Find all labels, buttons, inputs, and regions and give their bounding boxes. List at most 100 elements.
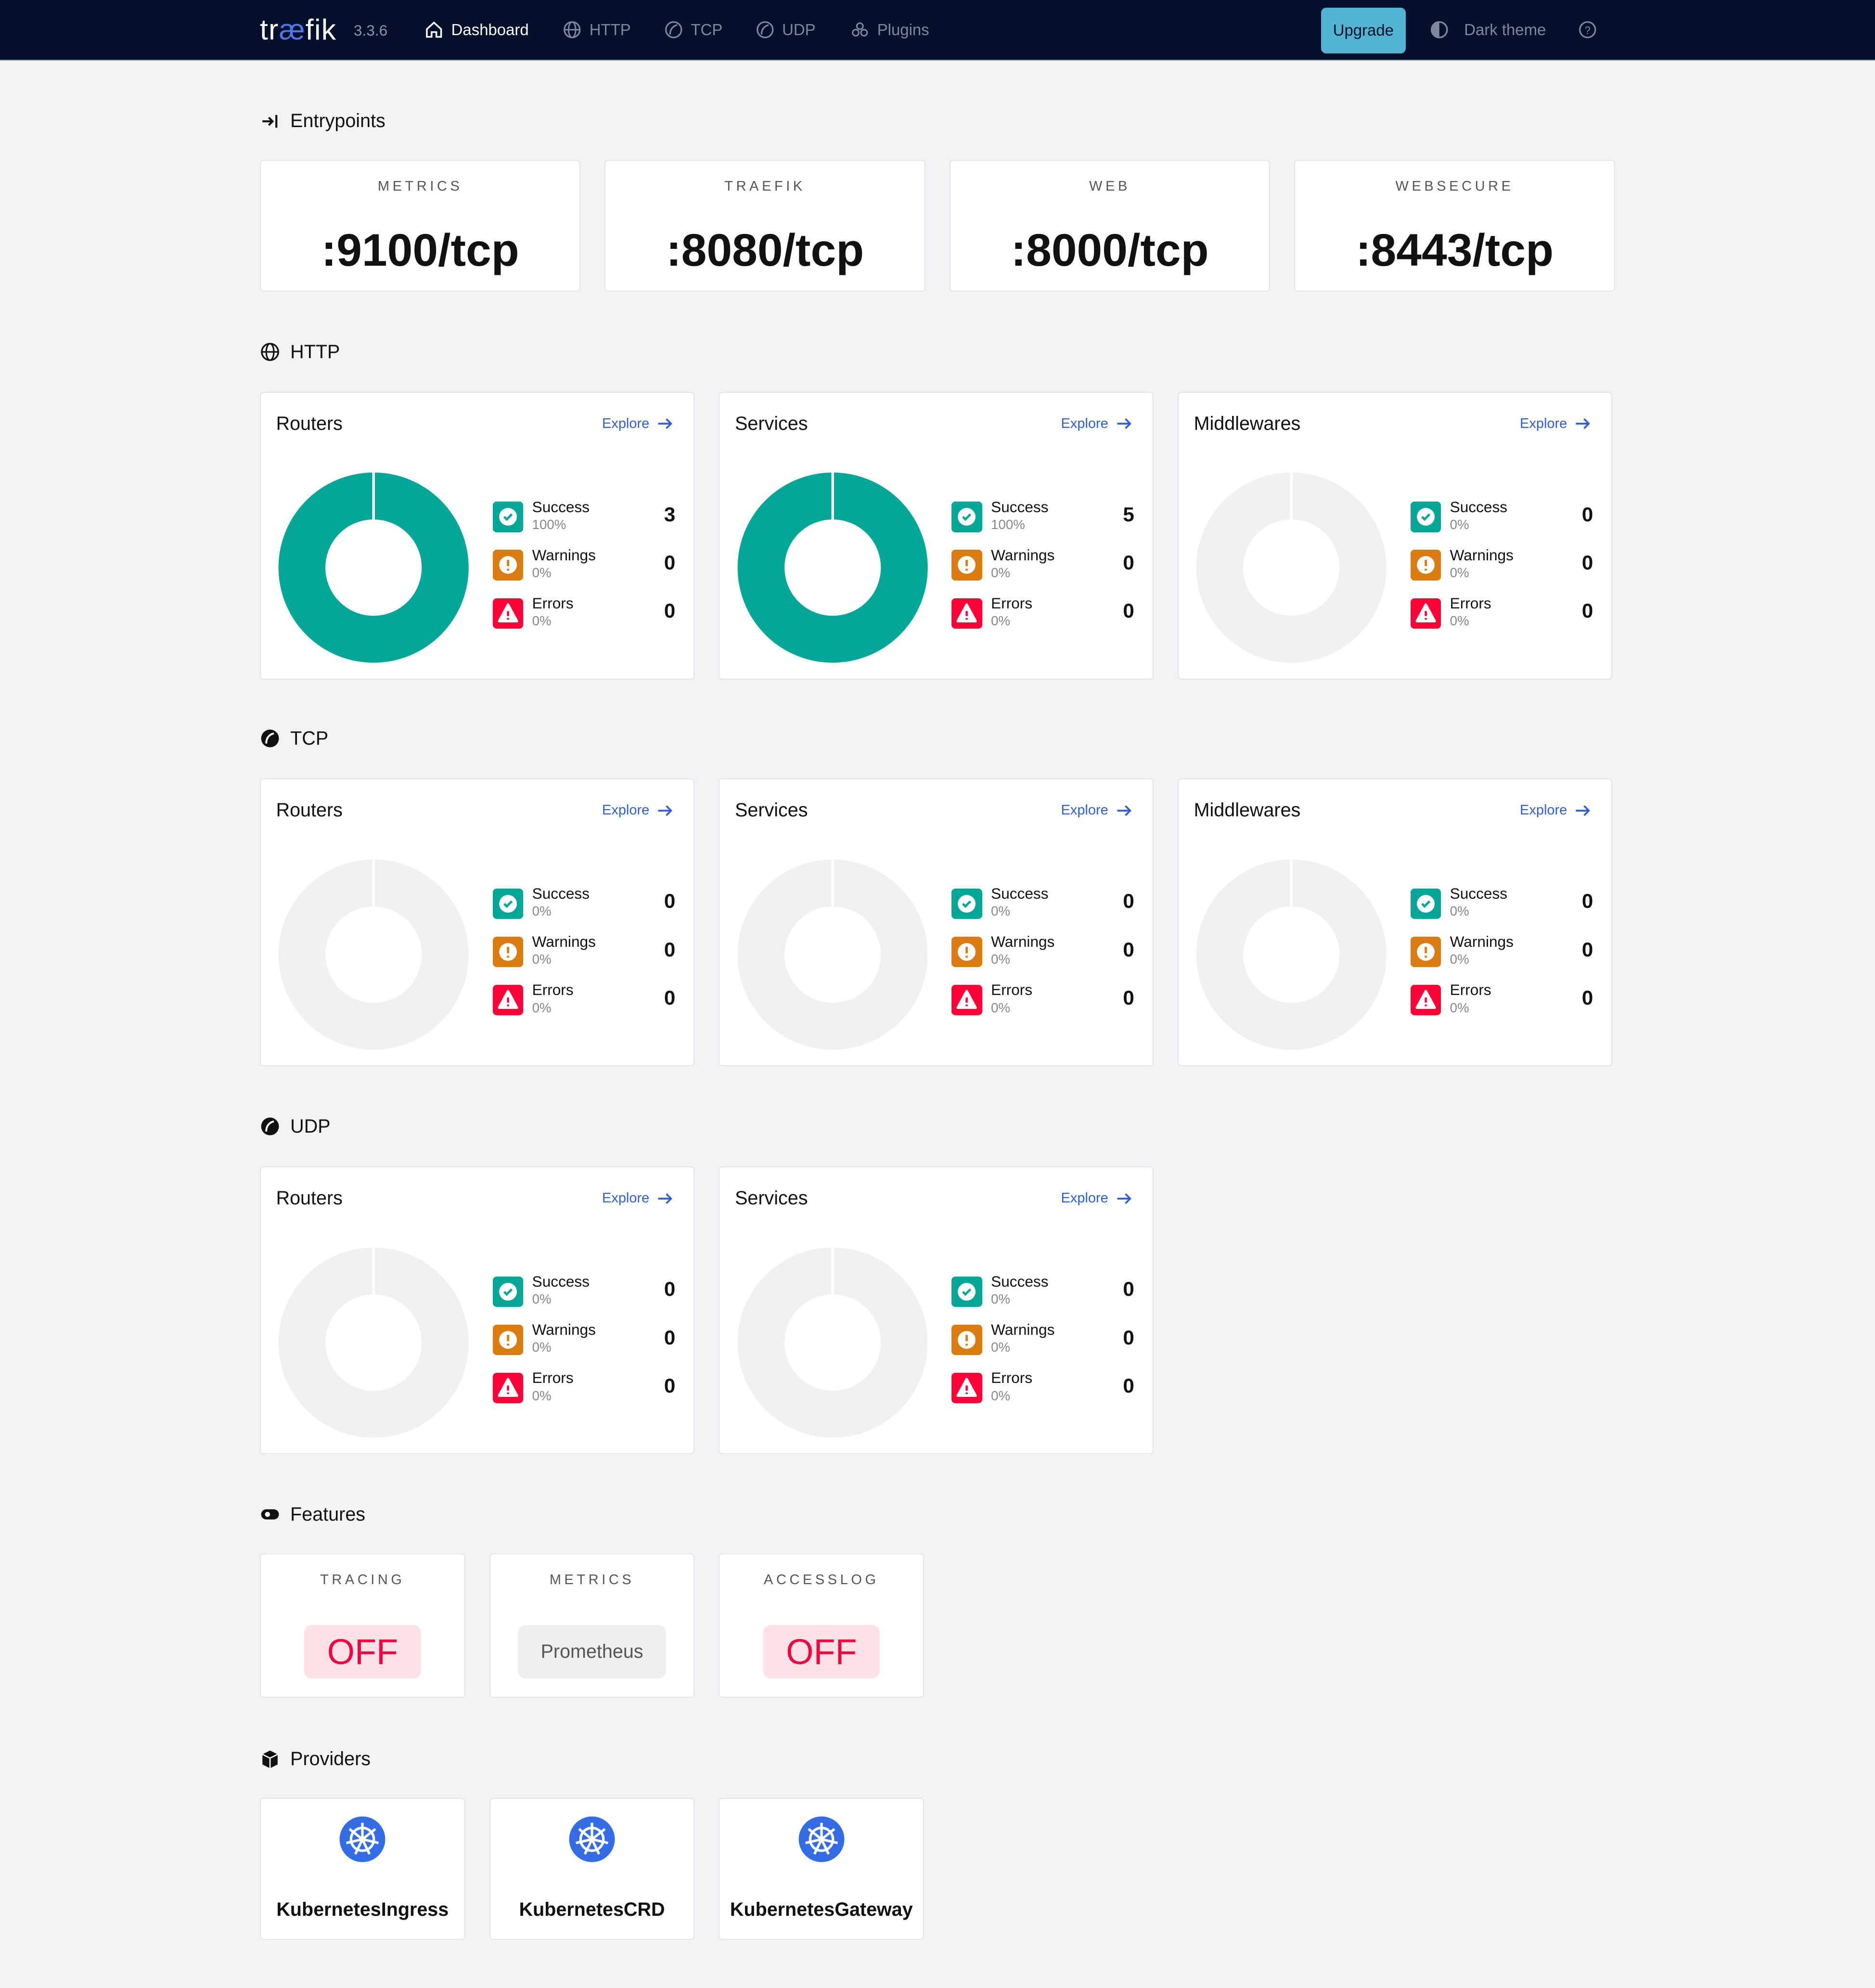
error-triangle-icon	[951, 598, 982, 629]
card-title: Middlewares	[1194, 413, 1301, 435]
legend-label: Errors	[1450, 981, 1491, 999]
legend-percent: 100%	[532, 517, 566, 532]
card-title: Routers	[276, 800, 343, 821]
legend-percent: 0%	[532, 1291, 552, 1307]
legend-percent: 0%	[1450, 565, 1469, 581]
help-button[interactable]: ?	[1578, 20, 1597, 39]
provider-name: KubernetesIngress	[276, 1899, 449, 1921]
arrow-right-icon	[1117, 805, 1131, 816]
legend-label: Warnings	[1450, 546, 1514, 564]
legend-count: 0	[1123, 551, 1134, 574]
legend-success: Success 100% 5	[951, 498, 1134, 536]
legend-percent: 100%	[991, 517, 1025, 532]
status-donut-chart	[278, 471, 469, 663]
arrow-right-icon	[658, 805, 672, 816]
feature-status-badge: OFF	[304, 1625, 421, 1678]
entrypoint-name: TRAEFIK	[724, 178, 806, 194]
plugins-icon	[852, 22, 868, 37]
entrypoint-card: WEB:8000/tcp	[949, 159, 1271, 292]
legend-percent: 0%	[991, 952, 1011, 967]
legend-label: Errors	[991, 1369, 1033, 1387]
feature-name: ACCESSLOG	[764, 1572, 879, 1588]
explore-link[interactable]: Explore	[1061, 415, 1132, 432]
entrypoint-address: :9100/tcp	[321, 224, 519, 276]
dark-theme-toggle[interactable]: Dark theme	[1430, 20, 1546, 39]
card-title: Routers	[276, 413, 343, 435]
entrypoint-name: WEB	[1089, 178, 1130, 194]
legend-count: 0	[1123, 1374, 1134, 1397]
tcp-routers-card: Routers Explore Success 0% 0 Warnings 0% 0 Error…	[259, 778, 695, 1067]
udp-icon	[261, 1117, 279, 1136]
legend-percent: 0%	[532, 565, 552, 581]
entrypoint-icon	[262, 115, 278, 128]
nav-http[interactable]: HTTP	[563, 20, 631, 39]
legend-label: Errors	[1450, 594, 1491, 612]
nav-udp[interactable]: UDP	[756, 20, 816, 39]
explore-link[interactable]: Explore	[602, 802, 673, 819]
error-triangle-icon	[1411, 598, 1441, 629]
explore-link[interactable]: Explore	[1520, 802, 1591, 819]
logo-text: æ	[279, 13, 306, 46]
explore-link[interactable]: Explore	[1061, 1190, 1132, 1207]
explore-link[interactable]: Explore	[1520, 415, 1591, 432]
warning-circle-icon	[951, 936, 982, 968]
error-triangle-icon	[492, 598, 524, 629]
warning-circle-icon	[492, 550, 524, 581]
error-triangle-icon	[492, 984, 524, 1016]
provider-card[interactable]: KubernetesIngress	[259, 1798, 465, 1940]
provider-card[interactable]: KubernetesCRD	[489, 1798, 695, 1940]
explore-link[interactable]: Explore	[602, 1190, 673, 1207]
error-triangle-icon	[1411, 984, 1441, 1016]
traefik-logo[interactable]: træfik	[260, 13, 336, 46]
entrypoint-address: :8080/tcp	[666, 224, 864, 276]
legend-percent: 0%	[991, 1388, 1011, 1403]
feature-status-badge: OFF	[763, 1625, 880, 1678]
legend-count: 0	[664, 1278, 676, 1301]
legend-label: Success	[1450, 498, 1508, 516]
legend-count: 0	[1581, 938, 1593, 961]
section-title: Providers	[290, 1748, 371, 1770]
legend-warnings: Warnings 0% 0	[492, 546, 675, 584]
section-title: TCP	[290, 727, 329, 749]
explore-link[interactable]: Explore	[1061, 802, 1132, 819]
explore-label: Explore	[602, 415, 650, 431]
explore-link[interactable]: Explore	[602, 415, 673, 432]
legend-percent: 0%	[991, 1340, 1011, 1355]
feature-card: METRICS Prometheus	[489, 1553, 695, 1698]
legend-count: 0	[1581, 551, 1593, 574]
nav-plugins[interactable]: Plugins	[850, 20, 929, 39]
entrypoint-card: WEBSECURE:8443/tcp	[1294, 159, 1615, 292]
legend-label: Success	[1450, 884, 1508, 902]
legend-count: 0	[1123, 986, 1134, 1009]
legend-label: Errors	[532, 981, 574, 999]
globe-icon	[564, 21, 581, 39]
legend-percent: 0%	[1450, 1000, 1469, 1015]
legend-label: Warnings	[991, 546, 1055, 564]
provider-card[interactable]: KubernetesGateway	[719, 1798, 925, 1940]
nav-tcp[interactable]: TCP	[664, 20, 722, 39]
nav-dashboard[interactable]: Dashboard	[424, 20, 529, 39]
legend-label: Warnings	[991, 1320, 1055, 1338]
error-triangle-icon	[492, 1372, 524, 1404]
section-header: Features	[260, 1504, 365, 1525]
legend-count: 0	[1123, 1326, 1134, 1349]
toggle-icon	[261, 1509, 279, 1520]
legend-label: Success	[532, 884, 590, 902]
legend-warnings: Warnings 0% 0	[951, 546, 1134, 584]
navbar: træfik 3.3.6 Dashboard HTTP TCP UDP Plugins …	[0, 0, 1875, 61]
legend-success: Success 0% 0	[951, 885, 1134, 923]
legend-count: 0	[1123, 1278, 1134, 1301]
home-icon	[426, 21, 442, 38]
upgrade-button[interactable]: Upgrade	[1321, 7, 1406, 53]
legend-warnings: Warnings 0% 0	[951, 1320, 1134, 1359]
legend-percent: 0%	[1450, 904, 1469, 919]
globe-icon	[261, 343, 279, 361]
nav-label: TCP	[691, 20, 723, 39]
legend-label: Warnings	[532, 1320, 596, 1338]
warning-circle-icon	[951, 550, 982, 581]
legend-percent: 0%	[1450, 517, 1469, 532]
legend-success: Success 0% 0	[492, 884, 675, 923]
legend-success: Success 0% 0	[1411, 884, 1593, 923]
check-circle-icon	[1411, 502, 1441, 532]
